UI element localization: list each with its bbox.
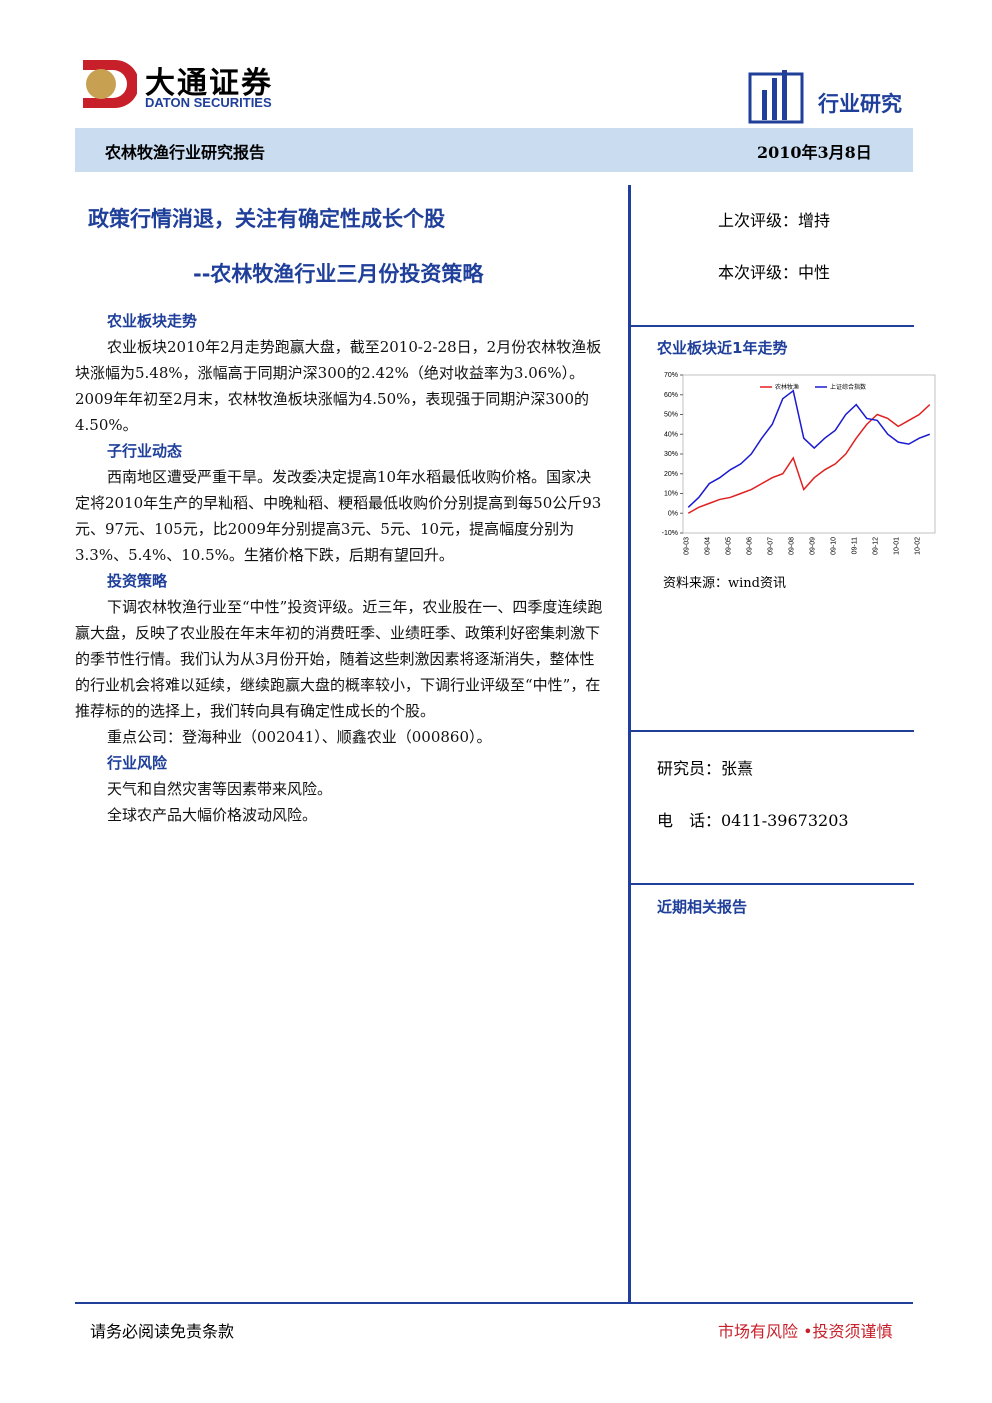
legend-label: 上证综合指数 bbox=[830, 383, 866, 391]
report-date: 2010年3月8日 bbox=[757, 143, 872, 162]
section-heading: 行业风险 bbox=[107, 754, 168, 772]
section-heading: 农业板块走势 bbox=[107, 312, 198, 330]
divider bbox=[631, 325, 914, 327]
title: 政策行情消退，关注有确定性成长个股 bbox=[88, 207, 445, 231]
divider bbox=[631, 883, 914, 885]
subtitle: --农林牧渔行业三月份投资策略 bbox=[193, 262, 484, 286]
y-tick-label: 60% bbox=[664, 392, 678, 399]
x-tick-label: 09-03 bbox=[683, 537, 690, 555]
analyst: 研究员：张熹 bbox=[657, 759, 754, 778]
paragraph: 全球农产品大幅价格波动风险。 bbox=[107, 806, 318, 824]
brand-en: DATON SECURITIES bbox=[145, 95, 272, 110]
y-tick-label: -10% bbox=[662, 530, 678, 537]
section-label: 行业研究 bbox=[818, 92, 902, 116]
y-tick-label: 10% bbox=[664, 491, 678, 498]
footer-left: 请务必阅读免责条款 bbox=[90, 1322, 235, 1341]
chart-title: 农业板块近1年走势 bbox=[657, 339, 788, 357]
paragraph: 农业板块2010年2月走势跑赢大盘，截至2010-2-28日，2月份农林牧渔板块… bbox=[75, 338, 602, 434]
y-tick-label: 40% bbox=[664, 431, 678, 438]
y-tick-label: 0% bbox=[668, 510, 678, 517]
related-reports: 近期相关报告 bbox=[657, 898, 748, 916]
series-line bbox=[687, 404, 931, 514]
header-band bbox=[75, 128, 913, 172]
x-tick-label: 09-08 bbox=[788, 537, 795, 555]
x-tick-label: 09-10 bbox=[830, 537, 837, 555]
footer-right: 市场有风险 •投资须谨慎 bbox=[718, 1322, 893, 1341]
x-tick-label: 10-01 bbox=[893, 537, 900, 555]
divider bbox=[631, 730, 914, 732]
section-icon bbox=[748, 70, 804, 124]
y-tick-label: 70% bbox=[664, 372, 678, 379]
x-tick-label: 09-12 bbox=[872, 537, 879, 555]
section-heading: 子行业动态 bbox=[107, 442, 183, 460]
x-tick-label: 10-02 bbox=[914, 537, 921, 555]
x-tick-label: 09-07 bbox=[767, 537, 774, 555]
paragraph: 重点公司：登海种业（002041）、顺鑫农业（000860）。 bbox=[107, 728, 492, 746]
paragraph: 天气和自然灾害等因素带来风险。 bbox=[107, 780, 333, 798]
footer-line bbox=[75, 1302, 913, 1304]
logo-mark bbox=[83, 60, 137, 108]
paragraph: 下调农林牧渔行业至“中性”投资评级。近三年，农业股在一、四季度连续跑赢大盘，反映… bbox=[75, 598, 603, 720]
legend-label: 农林牧渔 bbox=[775, 383, 799, 391]
column-divider bbox=[628, 185, 631, 1302]
x-tick-label: 09-11 bbox=[851, 537, 858, 554]
y-tick-label: 30% bbox=[664, 451, 678, 458]
brand-cn: 大通证券 bbox=[145, 66, 273, 101]
current-rating: 本次评级：中性 bbox=[718, 263, 831, 282]
phone: 电 话：0411-39673203 bbox=[657, 811, 849, 830]
x-tick-label: 09-04 bbox=[704, 537, 711, 555]
paragraph: 西南地区遭受严重干旱。发改委决定提高10年水稻最低收购价格。国家决定将2010年… bbox=[75, 468, 602, 564]
y-tick-label: 20% bbox=[664, 471, 678, 478]
prev-rating: 上次评级：增持 bbox=[718, 211, 831, 230]
plot-frame bbox=[682, 374, 936, 534]
series-line bbox=[687, 389, 931, 508]
source: 资料来源：wind资讯 bbox=[663, 576, 786, 591]
x-tick-label: 09-09 bbox=[809, 537, 816, 555]
x-tick-label: 09-06 bbox=[746, 537, 753, 555]
body: 农业板块走势农业板块2010年2月走势跑赢大盘，截至2010-2-28日，2月份… bbox=[75, 308, 605, 828]
chart: -10% 0% 10% 20% 30% 40% 50% 60% 70% 09-03 09-04 09-… bbox=[662, 372, 936, 555]
y-tick-label: 50% bbox=[664, 412, 678, 419]
x-tick-label: 09-05 bbox=[725, 537, 732, 555]
section-heading: 投资策略 bbox=[107, 572, 168, 590]
report-type: 农林牧渔行业研究报告 bbox=[105, 143, 266, 162]
